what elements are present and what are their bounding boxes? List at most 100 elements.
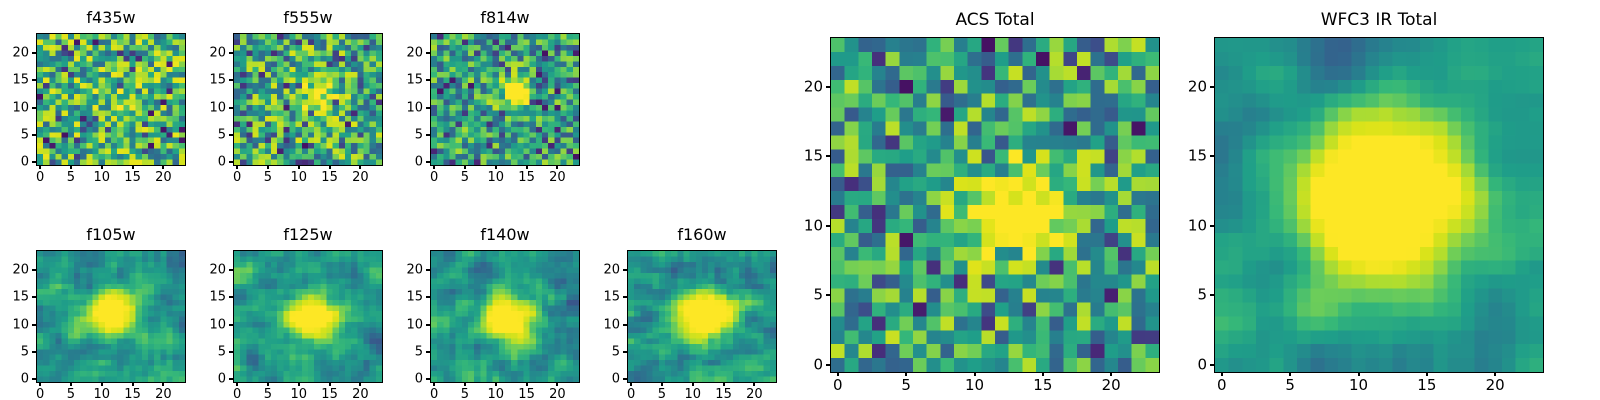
y-tick-mark <box>623 323 628 326</box>
y-tick-label: 15 <box>803 146 823 165</box>
x-tick-mark <box>836 372 839 376</box>
x-tick-mark <box>162 165 165 169</box>
x-tick-label: 0 <box>232 387 242 400</box>
y-tick-label: 15 <box>12 72 29 88</box>
x-tick-label: 10 <box>290 387 308 400</box>
x-tick-label: 5 <box>66 170 76 185</box>
panel-f140w: f140w 0 5 10 15 20 0 5 10 15 20 <box>406 225 580 400</box>
y-tick-label: 20 <box>12 45 29 61</box>
y-tick-mark <box>32 323 37 326</box>
x-tick-label: 15 <box>321 170 338 185</box>
y-tick-mark <box>1210 364 1215 367</box>
y-tick-mark <box>32 133 37 136</box>
x-tick-mark <box>1494 372 1497 376</box>
y-tick-label: 0 <box>813 355 823 374</box>
panel-title: f125w <box>283 225 333 244</box>
y-tick-label: 10 <box>803 216 823 235</box>
y-tick-mark <box>32 161 37 164</box>
plot-area: 0 5 10 15 20 0 5 10 15 20 <box>12 33 186 184</box>
panel-title: f555w <box>283 8 333 27</box>
x-tick-label: 20 <box>549 387 566 400</box>
x-tick-mark <box>556 165 559 169</box>
heatmap-canvas <box>37 251 185 382</box>
x-tick-mark <box>100 165 103 169</box>
y-tick-mark <box>426 296 431 299</box>
x-tick-mark <box>525 165 528 169</box>
y-tick-mark <box>1210 294 1215 297</box>
x-tick-label: 15 <box>321 387 338 400</box>
y-tick-label: 0 <box>20 371 29 387</box>
x-tick-mark <box>630 382 633 386</box>
x-tick-label: 5 <box>263 170 273 185</box>
plot-area: 0 5 10 15 20 0 5 10 15 20 <box>1188 37 1544 393</box>
y-tick-mark <box>623 350 628 353</box>
x-tick-label: 5 <box>460 387 470 400</box>
panel-f814w: f814w 0 5 10 15 20 0 5 10 15 20 <box>406 8 580 184</box>
x-tick-label: 0 <box>429 387 439 400</box>
x-tick-mark <box>691 382 694 386</box>
x-tick-mark <box>1041 372 1044 376</box>
x-tick-mark <box>297 382 300 386</box>
x-tick-label: 10 <box>487 387 505 400</box>
heatmap-canvas <box>431 251 579 382</box>
y-tick-label: 10 <box>1187 216 1207 235</box>
y-tick-label: 10 <box>209 100 226 116</box>
x-tick-label: 15 <box>1417 376 1437 394</box>
y-tick-label: 0 <box>611 371 620 387</box>
x-tick-label: 0 <box>232 170 242 185</box>
y-tick-mark <box>32 52 37 55</box>
x-tick-label: 10 <box>964 376 985 394</box>
y-tick-mark <box>32 79 37 82</box>
heatmap-canvas <box>431 34 579 165</box>
y-tick-mark <box>32 378 37 381</box>
x-tick-mark <box>266 165 269 169</box>
y-tick-mark <box>1210 155 1215 158</box>
y-tick-mark <box>826 364 831 367</box>
y-tick-label: 15 <box>1187 146 1207 165</box>
y-tick-label: 0 <box>217 371 226 387</box>
x-tick-mark <box>973 372 976 376</box>
x-tick-mark <box>660 382 663 386</box>
x-tick-mark <box>433 165 436 169</box>
y-tick-mark <box>229 269 234 272</box>
x-tick-mark <box>359 165 362 169</box>
plot-area: 0 5 10 15 20 0 5 10 15 20 <box>603 250 777 400</box>
y-tick-label: 15 <box>209 289 226 305</box>
y-tick-label: 5 <box>217 127 226 143</box>
y-tick-mark <box>229 296 234 299</box>
x-tick-mark <box>69 165 72 169</box>
x-tick-label: 10 <box>684 387 702 400</box>
y-tick-mark <box>426 323 431 326</box>
y-tick-mark <box>32 269 37 272</box>
x-tick-label: 0 <box>626 387 636 400</box>
x-tick-label: 10 <box>290 170 308 185</box>
plot-area: 0 5 10 15 20 0 5 10 15 20 <box>209 250 383 400</box>
heatmap-canvas <box>37 34 185 165</box>
y-tick-label: 20 <box>12 262 29 278</box>
x-tick-mark <box>359 382 362 386</box>
x-tick-label: 15 <box>715 387 732 400</box>
x-tick-mark <box>39 165 42 169</box>
panel-f435w: f435w 0 5 10 15 20 0 5 10 15 20 <box>12 8 186 184</box>
y-tick-label: 5 <box>813 285 823 304</box>
y-tick-mark <box>229 106 234 109</box>
y-tick-label: 10 <box>603 317 620 333</box>
y-tick-label: 0 <box>414 371 423 387</box>
y-tick-label: 20 <box>803 77 823 96</box>
y-tick-mark <box>229 161 234 164</box>
y-tick-mark <box>426 106 431 109</box>
y-tick-mark <box>229 378 234 381</box>
y-tick-mark <box>826 224 831 227</box>
y-tick-mark <box>1210 85 1215 88</box>
y-tick-label: 5 <box>414 127 423 143</box>
x-tick-label: 15 <box>518 170 535 185</box>
y-tick-mark <box>229 133 234 136</box>
panel-wfc3-ir-total: WFC3 IR Total 0 5 10 15 20 0 5 10 15 20 <box>1188 10 1544 393</box>
x-tick-mark <box>433 382 436 386</box>
y-tick-label: 0 <box>414 154 423 170</box>
x-tick-mark <box>100 382 103 386</box>
y-tick-label: 10 <box>209 317 226 333</box>
x-tick-mark <box>494 165 497 169</box>
panel-f555w: f555w 0 5 10 15 20 0 5 10 15 20 <box>209 8 383 184</box>
